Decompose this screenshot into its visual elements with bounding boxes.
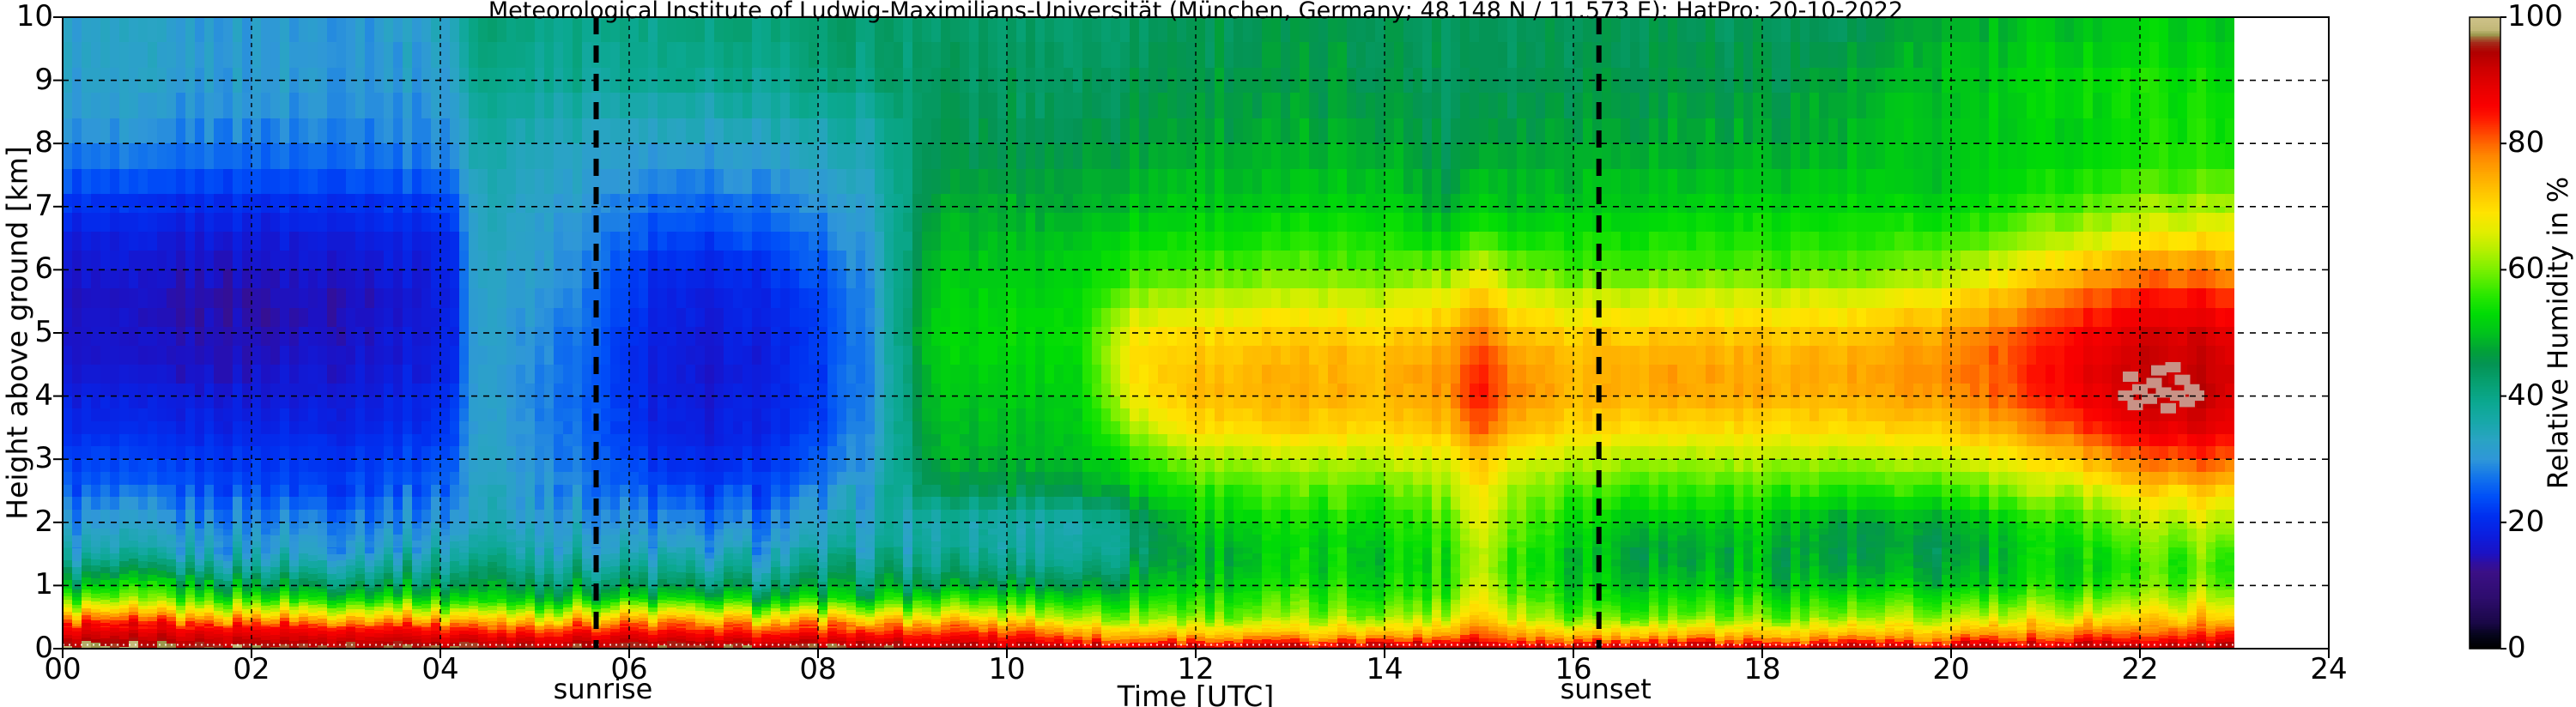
x-tick-label: 14 (1366, 652, 1403, 686)
x-tick-label: 20 (1932, 652, 1970, 686)
y-tick-label: 5 (34, 315, 53, 349)
x-tick-label: 18 (1743, 652, 1781, 686)
sunset-annotation: sunset (1560, 673, 1652, 705)
colorbar-label: Relative Humidity in % (2542, 176, 2574, 490)
x-tick-label: 04 (421, 652, 459, 686)
sunrise-annotation: sunrise (553, 673, 653, 705)
y-tick-label: 7 (34, 188, 53, 223)
x-tick-label: 24 (2310, 652, 2348, 686)
y-tick-label: 9 (34, 62, 53, 97)
colorbar-tick-label: 40 (2507, 378, 2545, 413)
x-axis-label: Time [UTC] (1117, 680, 1275, 707)
x-tick-label: 12 (1177, 652, 1215, 686)
y-tick-label: 3 (34, 441, 53, 476)
y-tick-label: 4 (34, 378, 53, 413)
colorbar-tick-label: 60 (2507, 251, 2545, 287)
y-tick-label: 2 (34, 504, 53, 539)
x-tick-label: 00 (44, 652, 82, 686)
colorbar-tick-label: 80 (2507, 125, 2545, 160)
colorbar-tick-label: 0 (2507, 631, 2526, 665)
x-tick-label: 16 (1555, 652, 1592, 686)
x-tick-label: 08 (799, 652, 837, 686)
x-tick-label: 10 (988, 652, 1026, 686)
x-tick-label: 02 (233, 652, 270, 686)
y-tick-label: 10 (15, 0, 53, 33)
y-tick-label: 6 (34, 251, 53, 287)
x-tick-label: 22 (2121, 652, 2159, 686)
colorbar-tick-label: 20 (2507, 504, 2545, 539)
y-tick-label: 8 (34, 125, 53, 160)
colorbar-tick-label: 100 (2507, 0, 2563, 33)
x-tick-label: 06 (610, 652, 648, 686)
y-tick-label: 1 (34, 567, 53, 602)
y-tick-label: 0 (34, 631, 53, 665)
chart-title: Meteorological Institute of Ludwig-Maxim… (488, 0, 1904, 24)
